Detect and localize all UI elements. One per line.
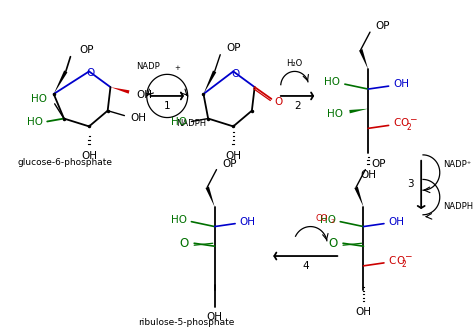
Text: O: O — [231, 69, 239, 79]
Text: OH: OH — [225, 151, 241, 161]
Text: +: + — [174, 66, 181, 72]
Text: −: − — [404, 252, 412, 260]
Text: 2: 2 — [331, 219, 335, 224]
Text: 4: 4 — [302, 261, 309, 271]
Text: HO: HO — [171, 215, 187, 225]
Text: NADP⁺: NADP⁺ — [444, 160, 472, 169]
Text: 2: 2 — [401, 260, 406, 269]
Text: OH: OH — [207, 312, 223, 322]
Text: OH: OH — [389, 217, 405, 227]
Polygon shape — [203, 71, 216, 94]
Text: OH: OH — [240, 217, 256, 227]
Text: HO: HO — [324, 77, 340, 87]
Text: OH: OH — [360, 170, 376, 179]
Text: 2: 2 — [406, 123, 411, 132]
Text: glucose-6-phosphate: glucose-6-phosphate — [18, 158, 112, 167]
Text: NADPH: NADPH — [444, 202, 474, 212]
Text: O: O — [275, 97, 283, 107]
Text: NADPH: NADPH — [176, 119, 207, 128]
Polygon shape — [359, 49, 368, 70]
Polygon shape — [349, 109, 368, 113]
Text: OH: OH — [130, 113, 146, 123]
Text: OH: OH — [81, 151, 97, 161]
Polygon shape — [110, 87, 129, 94]
Text: ribulose-5-phosphate: ribulose-5-phosphate — [138, 318, 235, 327]
Text: OH: OH — [356, 307, 372, 317]
Text: OP: OP — [227, 43, 241, 53]
Text: OP: OP — [80, 45, 94, 55]
Text: 1: 1 — [164, 101, 171, 111]
Text: O: O — [396, 256, 404, 266]
Text: −: − — [409, 114, 417, 123]
Text: O: O — [179, 237, 189, 250]
Text: HO: HO — [31, 94, 47, 104]
Text: C: C — [389, 256, 396, 266]
Text: OH: OH — [393, 79, 409, 89]
Text: C: C — [393, 118, 401, 129]
Text: CO: CO — [315, 214, 328, 223]
Polygon shape — [355, 187, 364, 207]
Text: O: O — [401, 118, 409, 129]
Text: HO: HO — [27, 117, 43, 128]
Text: H₂O: H₂O — [286, 59, 303, 68]
Text: HO: HO — [171, 117, 187, 128]
Text: O: O — [87, 68, 95, 78]
Text: OP: OP — [371, 159, 385, 169]
Text: HO: HO — [319, 215, 336, 225]
Text: OP: OP — [222, 159, 237, 169]
Polygon shape — [206, 187, 215, 207]
Text: O: O — [328, 237, 337, 250]
Text: OP: OP — [375, 21, 390, 31]
Text: 2: 2 — [294, 101, 301, 111]
Text: 3: 3 — [407, 179, 414, 189]
Text: OH: OH — [137, 90, 153, 100]
Text: HO: HO — [327, 109, 343, 119]
Polygon shape — [54, 71, 67, 94]
Text: NADP: NADP — [136, 62, 160, 71]
